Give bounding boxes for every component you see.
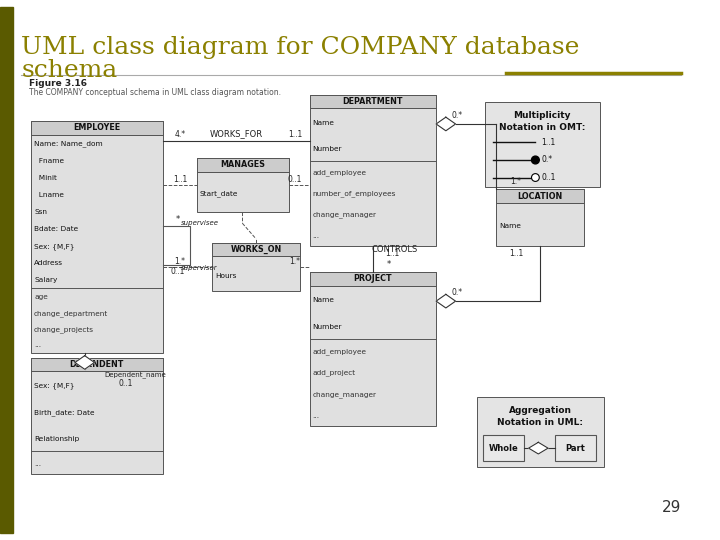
Text: Ssn: Ssn — [34, 210, 47, 215]
Text: Minit: Minit — [34, 175, 57, 181]
Text: ...: ... — [34, 461, 41, 467]
Text: Notation in OMT:: Notation in OMT: — [499, 123, 585, 132]
Text: 1..1: 1..1 — [541, 138, 556, 147]
Bar — [197, 158, 289, 172]
Text: 0.*: 0.* — [452, 288, 463, 297]
Text: 0..1: 0..1 — [541, 173, 556, 182]
Text: PROJECT: PROJECT — [354, 274, 392, 284]
Text: LOCATION: LOCATION — [518, 192, 563, 200]
Bar — [310, 95, 436, 246]
Text: Notation in UML:: Notation in UML: — [498, 418, 583, 427]
Text: Salary: Salary — [34, 278, 58, 284]
Text: ...: ... — [312, 413, 320, 419]
Text: Whole: Whole — [488, 444, 518, 453]
Text: DEPARTMENT: DEPARTMENT — [343, 97, 403, 106]
Polygon shape — [528, 442, 548, 454]
Text: Hours: Hours — [215, 273, 236, 279]
Text: 0..1: 0..1 — [171, 267, 185, 276]
Text: *: * — [176, 215, 180, 224]
Text: add_employee: add_employee — [312, 170, 366, 176]
Text: EMPLOYEE: EMPLOYEE — [73, 123, 120, 132]
Text: Number: Number — [312, 146, 342, 152]
Circle shape — [531, 174, 539, 181]
Text: age: age — [34, 294, 48, 300]
Bar — [555, 435, 595, 461]
Text: 0..1: 0..1 — [119, 380, 133, 388]
Bar — [310, 272, 436, 286]
Bar — [31, 357, 163, 475]
Text: change_projects: change_projects — [34, 326, 94, 333]
Circle shape — [531, 156, 539, 164]
Text: Birth_date: Date: Birth_date: Date — [34, 409, 94, 416]
Text: add_employee: add_employee — [312, 348, 366, 355]
Text: change_manager: change_manager — [312, 391, 377, 398]
Text: Number: Number — [312, 325, 342, 330]
Text: schema: schema — [22, 59, 117, 82]
Bar — [310, 95, 436, 109]
Text: Part: Part — [565, 444, 585, 453]
Text: Name: Name — [500, 224, 521, 230]
Bar — [483, 435, 523, 461]
Text: 1..1: 1..1 — [173, 175, 187, 184]
Bar — [485, 102, 600, 187]
Bar — [497, 189, 584, 246]
Text: Name: Name_dom: Name: Name_dom — [34, 141, 103, 147]
Text: Address: Address — [34, 260, 63, 266]
Bar — [497, 189, 584, 203]
Bar — [0, 7, 13, 533]
Text: supervisor: supervisor — [181, 265, 218, 271]
Text: 1..1: 1..1 — [385, 249, 400, 258]
Text: 1.*: 1.* — [174, 256, 186, 266]
Text: 0.*: 0.* — [452, 111, 463, 120]
Bar — [212, 243, 300, 256]
Text: Multiplicity: Multiplicity — [513, 111, 571, 120]
Polygon shape — [75, 356, 94, 369]
Text: MANAGES: MANAGES — [220, 160, 266, 170]
Text: CONTROLS: CONTROLS — [371, 245, 418, 254]
Text: ...: ... — [34, 342, 41, 348]
Text: 1.*: 1.* — [289, 256, 300, 266]
Text: number_of_employees: number_of_employees — [312, 191, 396, 197]
Text: 0..1: 0..1 — [288, 175, 302, 184]
Bar — [197, 158, 289, 212]
Text: Aggregation: Aggregation — [509, 406, 572, 415]
Bar — [212, 243, 300, 292]
Text: Start_date: Start_date — [199, 190, 238, 197]
Text: WORKS_FOR: WORKS_FOR — [210, 129, 263, 138]
Text: 4.*: 4.* — [174, 130, 186, 139]
Text: Bdate: Date: Bdate: Date — [34, 226, 78, 232]
Bar — [477, 396, 603, 467]
Text: Name: Name — [312, 120, 334, 126]
Text: add_project: add_project — [312, 369, 356, 376]
Text: The COMPANY conceptual schema in UML class diagram notation.: The COMPANY conceptual schema in UML cla… — [30, 88, 282, 97]
Text: change_manager: change_manager — [312, 212, 377, 218]
Text: ...: ... — [312, 233, 320, 239]
Text: 1.*: 1.* — [510, 177, 521, 186]
Polygon shape — [436, 294, 456, 308]
Text: *: * — [387, 260, 390, 269]
Bar — [31, 357, 163, 371]
Text: Sex: {M,F}: Sex: {M,F} — [34, 243, 75, 249]
Text: Fname: Fname — [34, 158, 64, 164]
Bar — [31, 121, 163, 353]
Text: UML class diagram for COMPANY database: UML class diagram for COMPANY database — [22, 36, 580, 59]
Text: WORKS_ON: WORKS_ON — [230, 245, 282, 254]
Text: 29: 29 — [662, 500, 681, 515]
Text: Relationship: Relationship — [34, 436, 79, 442]
Text: Sex: {M,F}: Sex: {M,F} — [34, 382, 75, 389]
Polygon shape — [436, 117, 456, 131]
Text: supervisee: supervisee — [181, 220, 219, 226]
Text: change_department: change_department — [34, 310, 108, 316]
Text: 1..1: 1..1 — [509, 249, 523, 258]
Bar — [31, 121, 163, 134]
Text: Name: Name — [312, 298, 334, 303]
Text: Dependent_name: Dependent_name — [104, 371, 166, 377]
Text: Lname: Lname — [34, 192, 64, 198]
Text: 0.*: 0.* — [541, 156, 552, 165]
Text: Figure 3.16: Figure 3.16 — [30, 79, 87, 88]
Bar — [310, 272, 436, 426]
Text: 1..1: 1..1 — [288, 130, 302, 139]
Text: DEPENDENT: DEPENDENT — [70, 360, 124, 369]
